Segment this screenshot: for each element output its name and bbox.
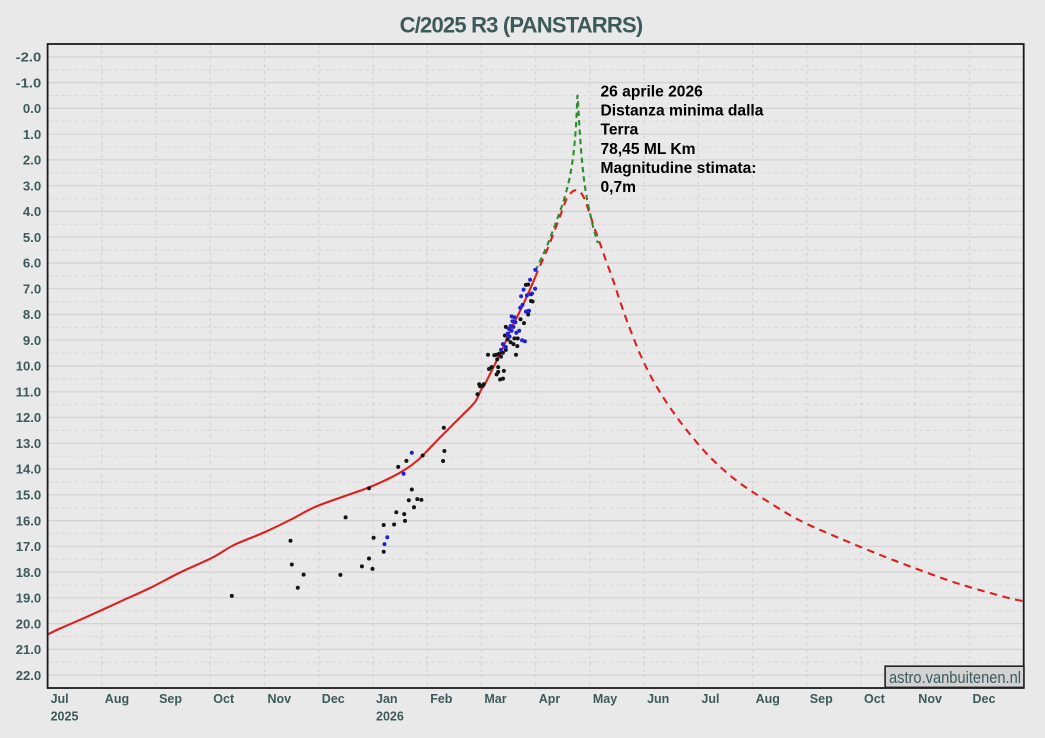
svg-text:9.0: 9.0 xyxy=(23,333,41,348)
svg-text:22.0: 22.0 xyxy=(16,668,42,683)
svg-text:12.0: 12.0 xyxy=(16,410,42,425)
svg-text:18.0: 18.0 xyxy=(16,565,42,580)
svg-text:Nov: Nov xyxy=(268,692,292,706)
svg-text:-2.0: -2.0 xyxy=(16,50,42,65)
svg-text:2026: 2026 xyxy=(376,710,404,724)
svg-text:Jul: Jul xyxy=(701,692,719,706)
svg-text:Aug: Aug xyxy=(756,692,780,706)
svg-text:C/2025 R3 (PANSTARRS): C/2025 R3 (PANSTARRS) xyxy=(400,13,643,38)
svg-text:Jun: Jun xyxy=(647,692,669,706)
svg-text:Sep: Sep xyxy=(810,692,833,706)
svg-text:8.0: 8.0 xyxy=(23,307,41,322)
svg-text:Jan: Jan xyxy=(376,692,398,706)
svg-text:Magnitudine stimata:: Magnitudine stimata: xyxy=(601,160,757,177)
svg-text:13.0: 13.0 xyxy=(16,436,42,451)
svg-text:6.0: 6.0 xyxy=(23,256,41,271)
svg-text:0,7m: 0,7m xyxy=(601,179,637,196)
svg-text:2.0: 2.0 xyxy=(23,153,41,168)
svg-text:5.0: 5.0 xyxy=(23,230,41,245)
svg-text:Distanza minima dalla: Distanza minima dalla xyxy=(601,103,764,120)
svg-text:11.0: 11.0 xyxy=(16,385,42,400)
svg-text:17.0: 17.0 xyxy=(16,539,42,554)
svg-text:26 aprile 2026: 26 aprile 2026 xyxy=(601,83,704,100)
svg-text:7.0: 7.0 xyxy=(23,281,41,296)
svg-text:3.0: 3.0 xyxy=(23,178,41,193)
svg-text:Terra: Terra xyxy=(601,122,639,139)
svg-text:Dec: Dec xyxy=(973,692,996,706)
svg-text:Dec: Dec xyxy=(322,692,345,706)
svg-text:Mar: Mar xyxy=(484,692,506,706)
svg-text:0.0: 0.0 xyxy=(23,101,41,116)
svg-text:15.0: 15.0 xyxy=(16,488,42,503)
svg-text:Aug: Aug xyxy=(105,692,129,706)
svg-text:20.0: 20.0 xyxy=(16,616,42,631)
svg-text:16.0: 16.0 xyxy=(16,513,42,528)
svg-text:Jul: Jul xyxy=(51,692,69,706)
svg-text:Sep: Sep xyxy=(159,692,182,706)
svg-text:2025: 2025 xyxy=(51,710,79,724)
svg-text:4.0: 4.0 xyxy=(23,204,41,219)
svg-text:Apr: Apr xyxy=(539,692,561,706)
svg-text:Oct: Oct xyxy=(213,692,235,706)
svg-text:21.0: 21.0 xyxy=(16,642,42,657)
svg-text:78,45 ML Km: 78,45 ML Km xyxy=(601,141,696,158)
svg-text:14.0: 14.0 xyxy=(16,462,42,477)
svg-text:-1.0: -1.0 xyxy=(16,75,42,90)
svg-text:astro.vanbuitenen.nl: astro.vanbuitenen.nl xyxy=(889,669,1021,687)
svg-text:10.0: 10.0 xyxy=(16,359,42,374)
svg-text:19.0: 19.0 xyxy=(16,591,42,606)
svg-text:May: May xyxy=(593,692,617,706)
svg-text:Oct: Oct xyxy=(864,692,886,706)
svg-text:Feb: Feb xyxy=(430,692,453,706)
svg-text:1.0: 1.0 xyxy=(23,127,41,142)
svg-text:Nov: Nov xyxy=(918,692,942,706)
